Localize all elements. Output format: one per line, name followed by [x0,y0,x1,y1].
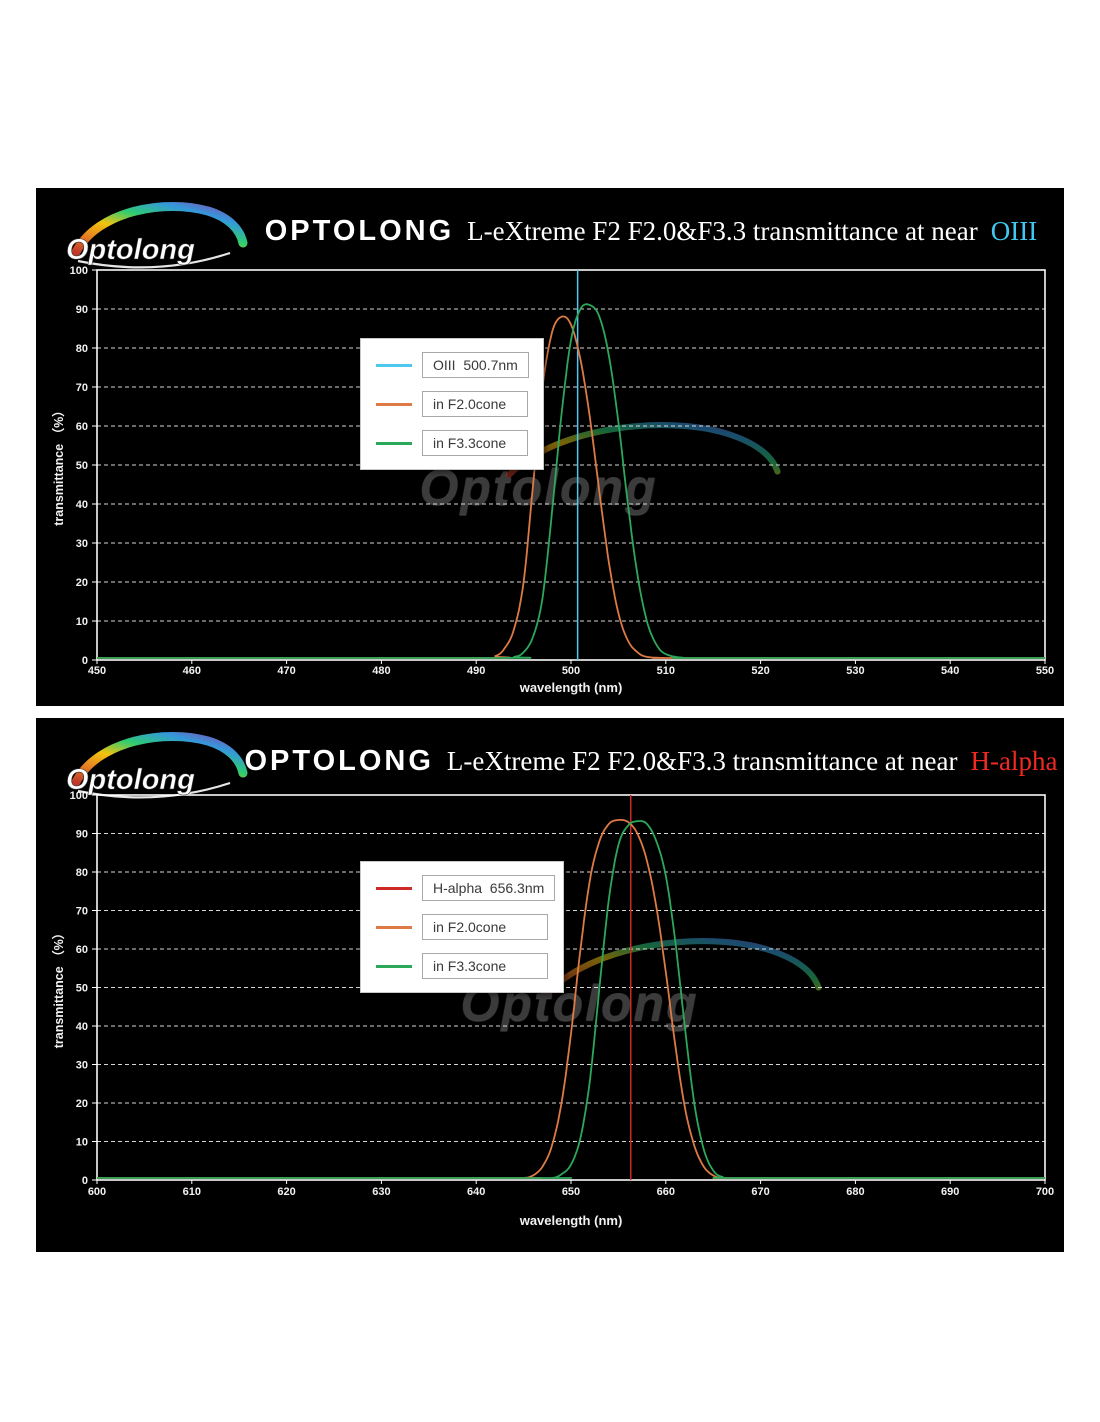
svg-text:530: 530 [846,665,864,677]
svg-text:30: 30 [76,1060,88,1072]
svg-text:660: 660 [657,1186,675,1198]
svg-text:50: 50 [76,460,88,472]
title-text: L-eXtreme F2 F2.0&F3.3 transmittance at … [446,746,958,776]
legend-item: in F2.0cone [376,391,528,417]
svg-text:0: 0 [82,655,88,667]
svg-text:550: 550 [1036,665,1054,677]
svg-text:510: 510 [657,665,675,677]
legend-swatch [376,402,412,406]
svg-text:700: 700 [1036,1186,1054,1198]
svg-text:50: 50 [76,983,88,995]
svg-text:10: 10 [76,1137,88,1149]
legend-swatch [376,363,412,367]
svg-text:70: 70 [76,382,88,394]
legend: H-alpha 656.3nm in F2.0cone in F3.3cone [360,861,564,993]
watermark-swoosh-icon [505,422,781,479]
svg-text:480: 480 [372,665,390,677]
svg-text:90: 90 [76,304,88,316]
series-curve [97,315,1045,659]
svg-text:610: 610 [183,1186,201,1198]
brand-name: OPTOLONG [244,745,434,777]
legend-item: H-alpha 656.3nm [376,875,556,901]
svg-text:640: 640 [467,1186,485,1198]
optolong-logo: Optolong [66,731,248,799]
legend-label: H-alpha 656.3nm [422,875,556,901]
svg-text:500: 500 [562,665,580,677]
svg-text:470: 470 [277,665,295,677]
logo-text: Optolong [66,234,195,266]
svg-text:60: 60 [76,421,88,433]
svg-text:450: 450 [88,665,106,677]
svg-text:40: 40 [76,1021,88,1033]
legend-swatch [376,886,412,890]
page-title: OPTOLONG L-eXtreme F2 F2.0&F3.3 transmit… [231,745,1064,778]
series-curve [97,820,1045,1179]
series-curve [97,303,1045,659]
svg-text:0: 0 [82,1175,88,1187]
svg-text:70: 70 [76,906,88,918]
logo-swoosh-icon [71,731,248,787]
svg-text:680: 680 [846,1186,864,1198]
legend-item: in F3.3cone [376,953,548,979]
svg-text:600: 600 [88,1186,106,1198]
logo-text: Optolong [66,764,195,796]
svg-text:40: 40 [76,499,88,511]
legend-swatch [376,925,412,929]
svg-text:670: 670 [751,1186,769,1198]
svg-text:100: 100 [70,265,88,277]
series-group [97,795,1045,1180]
x-axis-label: wavelength (nm) [519,680,623,695]
svg-text:20: 20 [76,577,88,589]
page-title: OPTOLONG L-eXtreme F2 F2.0&F3.3 transmit… [231,215,1064,248]
svg-text:650: 650 [562,1186,580,1198]
svg-text:690: 690 [941,1186,959,1198]
svg-text:520: 520 [751,665,769,677]
series-group [97,270,1045,660]
brand-name: OPTOLONG [264,215,455,247]
svg-text:620: 620 [277,1186,295,1198]
svg-text:460: 460 [183,665,201,677]
y-axis-label: transmittance （%） [51,927,66,1049]
legend-swatch [376,441,412,445]
legend-item: in F3.3cone [376,430,528,456]
svg-text:90: 90 [76,829,88,841]
watermark-swoosh-icon [546,938,822,995]
optolong-logo: Optolong [66,201,248,269]
title-highlight: OIII [990,216,1038,246]
grid-group [97,833,1045,1142]
legend-label: in F3.3cone [422,430,528,456]
svg-text:30: 30 [76,538,88,550]
svg-text:20: 20 [76,1098,88,1110]
title-highlight: H-alpha [970,746,1058,776]
svg-text:540: 540 [941,665,959,677]
legend-swatch [376,964,412,968]
legend-label: OIII 500.7nm [422,352,529,378]
svg-text:490: 490 [467,665,485,677]
grid-group [97,308,1045,622]
legend-item: in F2.0cone [376,914,548,940]
legend-label: in F2.0cone [422,391,528,417]
y-axis-label: transmittance （%） [51,404,66,526]
logo-swoosh-icon [71,201,248,257]
chart-canvas: 0 10 20 30 40 50 60 70 80 90 100 450 460 470 480 490 500… [51,265,1054,695]
panel-oiii: Optolong 0 10 20 30 40 50 60 70 80 90 100 450 460 470… [36,188,1064,706]
title-text: L-eXtreme F2 F2.0&F3.3 transmittance at … [467,216,978,246]
series-curve [97,819,1045,1179]
svg-text:60: 60 [76,944,88,956]
svg-text:10: 10 [76,616,88,628]
legend-label: in F2.0cone [422,914,548,940]
legend: OIII 500.7nm in F2.0cone in F3.3cone [360,338,544,470]
x-axis-label: wavelength (nm) [519,1213,623,1228]
svg-text:80: 80 [76,343,88,355]
axis-group: 0 10 20 30 40 50 60 70 80 90 100 450 460 470 480 490 500… [51,265,1054,695]
legend-item: OIII 500.7nm [376,352,529,378]
svg-text:80: 80 [76,867,88,879]
svg-text:630: 630 [372,1186,390,1198]
panel-halpha: Optolong 0 10 20 30 40 50 60 70 80 90 100 600 610 620… [36,718,1064,1252]
legend-label: in F3.3cone [422,953,548,979]
